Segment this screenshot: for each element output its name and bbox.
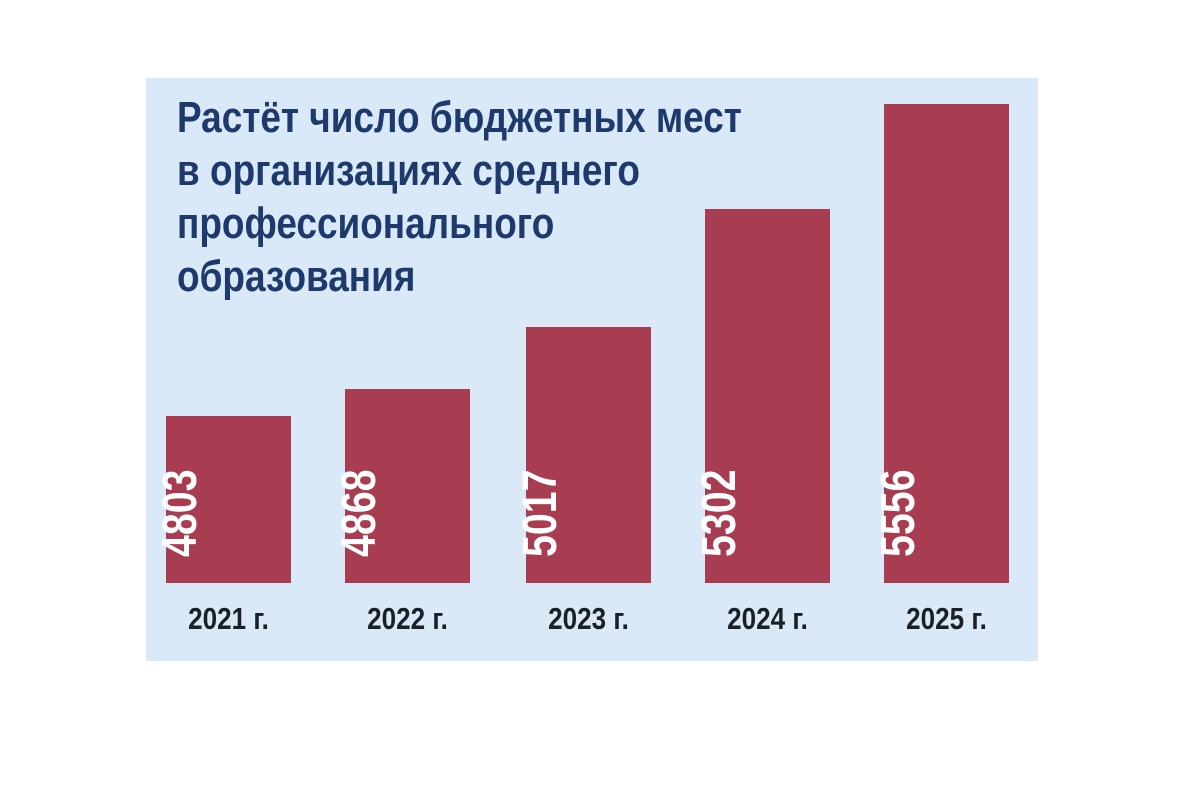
bar: 5017 <box>514 327 651 583</box>
x-axis-label: 2023 г. <box>548 601 629 636</box>
x-axis-label: 2022 г. <box>367 601 448 636</box>
bar: 5302 <box>693 209 830 583</box>
bar-value-label: 5556 <box>871 469 925 557</box>
chart-panel: Растёт число бюджетных мест в организаци… <box>146 78 1038 661</box>
bar-value-label: 5302 <box>692 469 746 557</box>
bar: 4868 <box>333 389 470 583</box>
bar-value-label: 4803 <box>153 469 207 557</box>
x-axis-label: 2025 г. <box>906 601 987 636</box>
bar-chart: 4803 2021 г. 4868 2022 г. 5017 2023 г. 5302 202… <box>146 78 1038 661</box>
x-axis-label: 2021 г. <box>188 601 269 636</box>
bar-value-label: 4868 <box>332 469 386 557</box>
chart-title: Растёт число бюджетных мест в организаци… <box>177 93 742 301</box>
bar-value-label: 5017 <box>513 469 567 557</box>
x-axis-label: 2024 г. <box>727 601 808 636</box>
bar: 5556 <box>872 104 1009 583</box>
bar: 4803 <box>154 416 291 583</box>
